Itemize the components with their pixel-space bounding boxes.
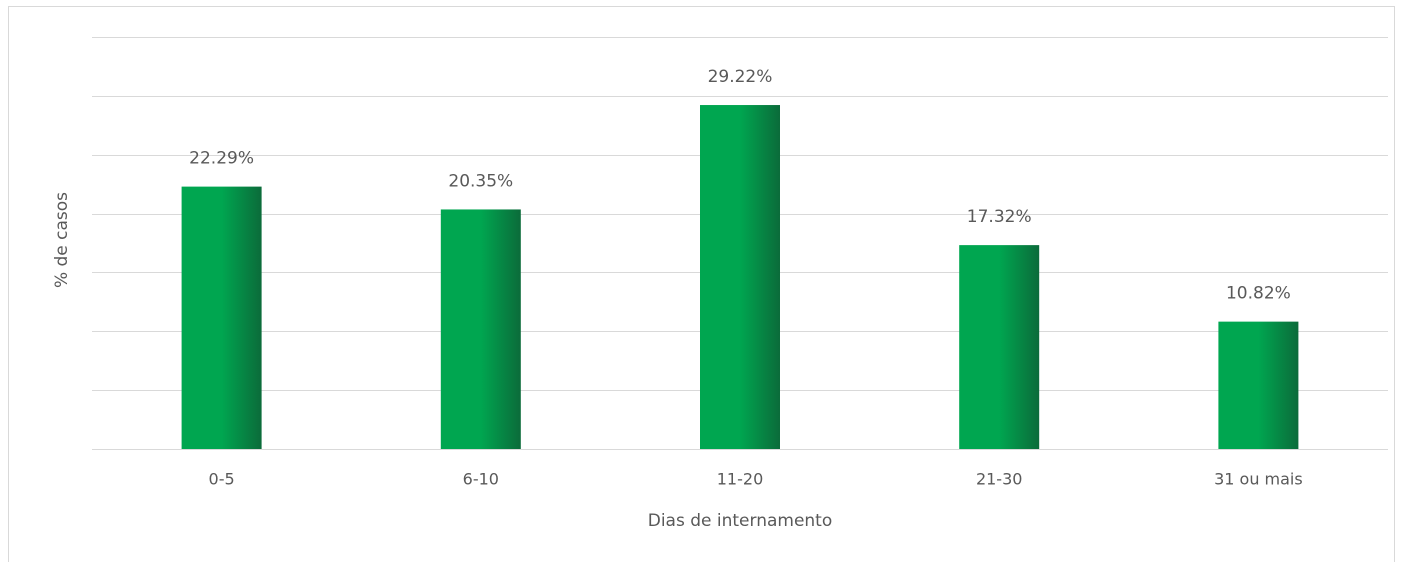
x-tick-label: 21-30 [976,470,1023,489]
bar [181,186,262,449]
data-label: 10.82% [1226,284,1291,304]
x-tick-label: 6-10 [463,470,499,489]
x-tick-label: 11-20 [717,470,764,489]
bar [440,209,521,449]
x-axis-title: Dias de internamento [648,511,833,531]
x-tick-label: 0-5 [209,470,235,489]
bar [700,105,780,450]
data-label: 22.29% [189,149,254,169]
data-label: 17.32% [967,207,1032,227]
data-label: 20.35% [448,171,513,191]
x-tick-label: 31 ou mais [1214,470,1303,489]
bar [959,245,1040,449]
y-axis-title: % de casos [52,192,72,288]
data-label: 29.22% [708,67,773,87]
bar [1218,321,1299,449]
